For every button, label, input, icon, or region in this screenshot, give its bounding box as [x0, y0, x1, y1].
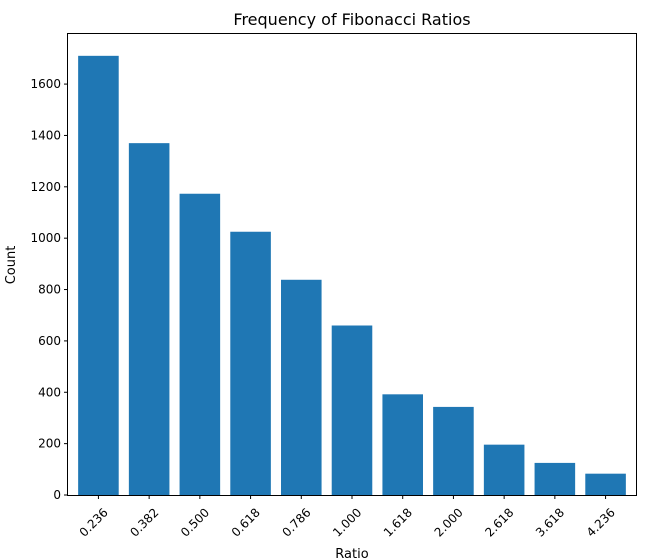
x-tick-label: 0.500 — [178, 505, 212, 539]
bar-1.618 — [382, 394, 423, 495]
y-tick-label: 600 — [38, 334, 61, 348]
bar-0.618 — [230, 231, 271, 495]
y-tick-label: 1200 — [30, 180, 61, 194]
x-tick-label: 2.000 — [432, 505, 466, 539]
bar-1.000 — [331, 325, 373, 495]
y-tick-label: 1000 — [30, 231, 61, 245]
y-tick-label: 800 — [38, 283, 61, 297]
y-tick-label: 0 — [53, 488, 61, 502]
x-tick-label: 1.618 — [381, 505, 415, 539]
x-axis-label: Ratio — [335, 547, 368, 559]
bar-0.236 — [78, 55, 119, 495]
y-axis-ticks: 0 200 400 600 800 1000 1200 1400 1600 — [30, 77, 68, 502]
y-axis-label: Count — [4, 246, 19, 285]
bars-group — [78, 55, 626, 496]
plot-frame — [67, 33, 637, 496]
bar-2.000 — [433, 406, 474, 495]
x-axis-ticks: 0.236 0.382 0.500 0.618 0.786 1.000 1.618 2.000… — [77, 495, 618, 540]
y-tick-label: 200 — [38, 437, 61, 451]
bar-0.382 — [128, 143, 170, 495]
y-tick-label: 1600 — [30, 77, 61, 91]
x-tick-label: 0.382 — [127, 505, 161, 539]
x-tick-label: 4.236 — [584, 505, 618, 539]
x-tick-label: 2.618 — [482, 505, 516, 539]
chart-title: Frequency of Fibonacci Ratios — [233, 10, 470, 29]
bar-3.618 — [534, 462, 576, 495]
y-tick-label: 1400 — [30, 128, 61, 142]
x-tick-label: 1.000 — [330, 505, 364, 539]
y-tick-label: 400 — [38, 385, 61, 399]
x-tick-label: 0.618 — [229, 505, 263, 539]
bar-2.618 — [483, 444, 525, 495]
x-tick-label: 0.786 — [279, 505, 313, 539]
x-tick-label: 3.618 — [533, 505, 567, 539]
bar-0.500 — [179, 193, 221, 496]
bar-4.236 — [585, 473, 626, 495]
x-tick-label: 0.236 — [77, 505, 111, 539]
bar-0.786 — [281, 279, 322, 495]
